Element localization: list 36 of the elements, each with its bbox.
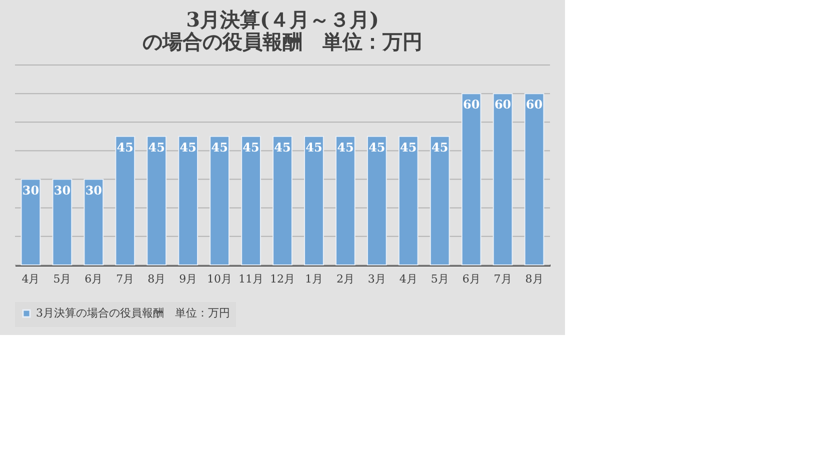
x-tick-label: 11月 xyxy=(238,272,264,286)
data-label: 45 xyxy=(211,140,228,154)
x-tick-label: 3月 xyxy=(368,272,386,286)
data-label: 60 xyxy=(526,98,543,112)
x-tick-label: 7月 xyxy=(494,272,512,286)
x-tick-label: 2月 xyxy=(336,272,354,286)
x-tick-label: 6月 xyxy=(84,272,103,286)
data-label: 60 xyxy=(462,98,480,112)
data-label: 45 xyxy=(242,140,260,154)
data-label: 45 xyxy=(306,140,322,154)
data-label: 45 xyxy=(432,140,448,154)
data-label: 30 xyxy=(22,183,40,198)
x-tick-label: 12月 xyxy=(270,272,295,286)
x-tick-label: 5月 xyxy=(430,272,449,286)
data-label: 45 xyxy=(180,140,196,154)
chart-title: 3月決算(４月～３月) の場合の役員報酬 単位：万円 xyxy=(142,8,422,54)
data-label: 45 xyxy=(400,140,417,154)
data-label: 45 xyxy=(274,140,291,154)
data-label: 45 xyxy=(368,140,386,154)
x-tick-label: 9月 xyxy=(179,272,198,286)
x-tick-label: 4月 xyxy=(399,272,418,286)
x-tick-label: 6月 xyxy=(462,272,480,286)
legend-label: 3月決算の場合の役員報酬 単位：万円 xyxy=(36,306,230,320)
data-label: 45 xyxy=(337,140,354,154)
x-tick-label: 4月 xyxy=(22,272,40,286)
data-label: 45 xyxy=(116,140,134,154)
data-label: 30 xyxy=(54,183,71,198)
x-tick-label: 8月 xyxy=(148,272,166,286)
x-tick-label: 8月 xyxy=(525,272,544,286)
x-tick-label: 5月 xyxy=(53,272,72,286)
x-tick-label: 1月 xyxy=(304,272,323,286)
data-label: 30 xyxy=(85,183,102,198)
x-tick-label: 7月 xyxy=(116,272,134,286)
data-label: 60 xyxy=(494,98,512,112)
x-tick-label: 10月 xyxy=(207,272,232,286)
data-label: 45 xyxy=(148,140,165,154)
